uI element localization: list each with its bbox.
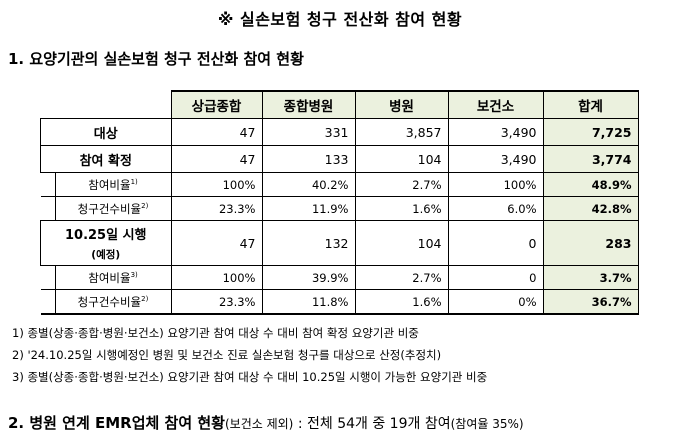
row-label: 청구건수비율2) <box>54 196 172 221</box>
footnote: 3) 종별(상종·종합·병원·보건소) 요양기관 참여 대상 수 대비 10.2… <box>12 370 488 384</box>
table-row: 대상 47 331 3,857 3,490 7,725 <box>40 118 639 146</box>
total-cell: 3.7% <box>542 265 639 290</box>
table-cell: 47 <box>170 145 263 173</box>
col-header: 상급종합 <box>170 90 263 119</box>
indent-cell <box>40 265 56 290</box>
table-cell: 6.0% <box>447 196 544 221</box>
participation-table: 상급종합 종합병원 병원 보건소 합계 대상 47 331 3,857 3,49… <box>40 90 639 315</box>
col-header: 합계 <box>542 90 639 119</box>
total-cell: 7,725 <box>542 118 639 146</box>
total-cell: 3,774 <box>542 145 639 173</box>
table-cell: 100% <box>447 172 544 197</box>
table-row: 청구건수비율2) 23.3% 11.8% 1.6% 0% 36.7% <box>40 289 639 315</box>
col-header: 보건소 <box>447 90 544 119</box>
table-row: 참여비율1) 100% 40.2% 2.7% 100% 48.9% <box>40 172 639 197</box>
table-cell: 0 <box>447 220 544 266</box>
table-corner <box>40 91 172 119</box>
table-cell: 104 <box>354 220 449 266</box>
table-cell: 1.6% <box>354 289 449 315</box>
table-row: 청구건수비율2) 23.3% 11.9% 1.6% 6.0% 42.8% <box>40 196 639 221</box>
table-row: 10.25일 시행 (예정) 47 132 104 0 283 <box>40 220 639 266</box>
table-row: 참여 확정 47 133 104 3,490 3,774 <box>40 145 639 173</box>
indent-cell <box>40 289 56 315</box>
table-cell: 3,857 <box>354 118 449 146</box>
table-cell: 1.6% <box>354 196 449 221</box>
indent-cell <box>40 196 56 221</box>
total-cell: 283 <box>542 220 639 266</box>
table-cell: 3,490 <box>447 118 544 146</box>
total-cell: 36.7% <box>542 289 639 315</box>
col-header: 병원 <box>354 90 449 119</box>
table-cell: 2.7% <box>354 265 449 290</box>
footnote: 2) '24.10.25일 시행예정인 병원 및 보건소 진료 실손보험 청구를… <box>12 348 442 362</box>
table-cell: 11.9% <box>261 196 356 221</box>
footnotes: 1) 종별(상종·종합·병원·보건소) 요양기관 참여 대상 수 대비 참여 확… <box>12 322 487 388</box>
indent-cell <box>40 172 56 197</box>
table-row: 참여비율3) 100% 39.9% 2.7% 0 3.7% <box>40 265 639 290</box>
table-cell: 40.2% <box>261 172 356 197</box>
table-cell: 47 <box>170 118 263 146</box>
row-label: 참여비율3) <box>54 265 172 290</box>
table-header-row: 상급종합 종합병원 병원 보건소 합계 <box>40 90 639 119</box>
row-label: 참여 확정 <box>40 145 172 173</box>
section-1-heading: 1. 요양기관의 실손보험 청구 전산화 참여 현황 <box>8 50 304 68</box>
table-cell: 2.7% <box>354 172 449 197</box>
table-cell: 104 <box>354 145 449 173</box>
table-cell: 39.9% <box>261 265 356 290</box>
row-label: 참여비율1) <box>54 172 172 197</box>
row-label: 대상 <box>40 118 172 146</box>
table-cell: 100% <box>170 172 263 197</box>
row-label: 10.25일 시행 (예정) <box>40 220 172 266</box>
page-title: ※ 실손보험 청구 전산화 참여 현황 <box>217 10 463 29</box>
table-cell: 0% <box>447 289 544 315</box>
table-cell: 23.3% <box>170 196 263 221</box>
table-cell: 100% <box>170 265 263 290</box>
total-cell: 48.9% <box>542 172 639 197</box>
table-cell: 11.8% <box>261 289 356 315</box>
table-cell: 331 <box>261 118 356 146</box>
total-cell: 42.8% <box>542 196 639 221</box>
section-2-heading: 2. 병원 연계 EMR업체 참여 현황(보건소 제외) : 전체 54개 중 … <box>8 414 524 432</box>
col-header: 종합병원 <box>261 90 356 119</box>
table-cell: 0 <box>447 265 544 290</box>
footnote: 1) 종별(상종·종합·병원·보건소) 요양기관 참여 대상 수 대비 참여 확… <box>12 326 419 340</box>
row-label: 청구건수비율2) <box>54 289 172 315</box>
table-cell: 132 <box>261 220 356 266</box>
table-cell: 47 <box>170 220 263 266</box>
table-cell: 133 <box>261 145 356 173</box>
table-cell: 3,490 <box>447 145 544 173</box>
table-cell: 23.3% <box>170 289 263 315</box>
